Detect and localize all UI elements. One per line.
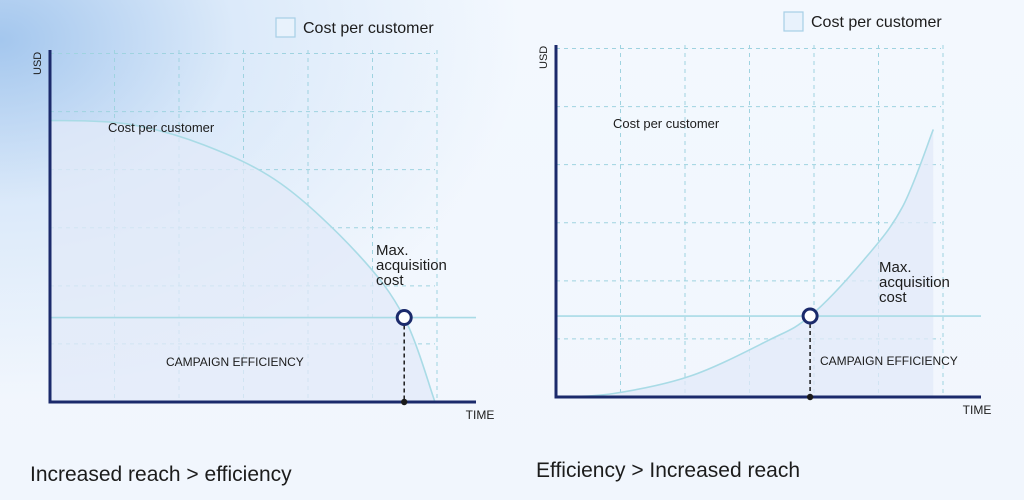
chart-caption: Increased reach > efficiency bbox=[30, 463, 292, 486]
campaign-efficiency-label: CAMPAIGN EFFICIENCY bbox=[166, 355, 304, 369]
max-acquisition-cost-label: acquisition bbox=[879, 274, 950, 291]
legend-label: Cost per customer bbox=[303, 20, 434, 37]
campaign-efficiency-label: CAMPAIGN EFFICIENCY bbox=[820, 354, 958, 368]
curve-label: Cost per customer bbox=[613, 116, 720, 131]
max-acquisition-cost-label: Max. bbox=[376, 242, 409, 259]
chart-panel-1: Cost per customer Cost per customer Max.ac… bbox=[30, 17, 495, 486]
curve-area bbox=[556, 129, 934, 398]
intersection-marker bbox=[801, 307, 819, 325]
legend-swatch bbox=[783, 11, 804, 32]
intersection-tick-dot bbox=[401, 398, 408, 406]
chart-panel-2: Cost per customer Cost per customer Max.ac… bbox=[536, 11, 992, 482]
legend: Cost per customer bbox=[783, 11, 942, 32]
intersection-marker bbox=[395, 309, 413, 327]
max-acquisition-cost-label: cost bbox=[879, 289, 907, 306]
max-acquisition-cost-label: Max. bbox=[879, 259, 912, 276]
x-axis-label: TIME bbox=[466, 408, 495, 422]
cost-per-customer-curve bbox=[555, 129, 935, 398]
x-axis-label: TIME bbox=[963, 403, 992, 417]
legend: Cost per customer bbox=[275, 17, 434, 38]
curve-area bbox=[50, 120, 435, 403]
max-acquisition-cost-label: acquisition bbox=[376, 257, 447, 274]
legend-label: Cost per customer bbox=[811, 14, 942, 31]
curve-label: Cost per customer bbox=[108, 120, 215, 135]
grid bbox=[556, 45, 944, 397]
legend-swatch bbox=[275, 17, 296, 38]
y-axis-label: USD bbox=[538, 46, 550, 69]
max-acquisition-cost-label: cost bbox=[376, 272, 404, 289]
intersection-tick-dot bbox=[806, 393, 814, 401]
y-axis-label: USD bbox=[32, 52, 44, 75]
chart-caption: Efficiency > Increased reach bbox=[536, 459, 800, 482]
